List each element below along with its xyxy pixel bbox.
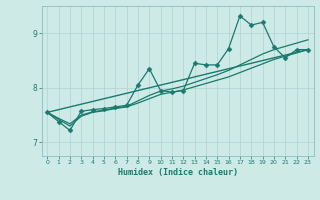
X-axis label: Humidex (Indice chaleur): Humidex (Indice chaleur) — [118, 168, 237, 177]
